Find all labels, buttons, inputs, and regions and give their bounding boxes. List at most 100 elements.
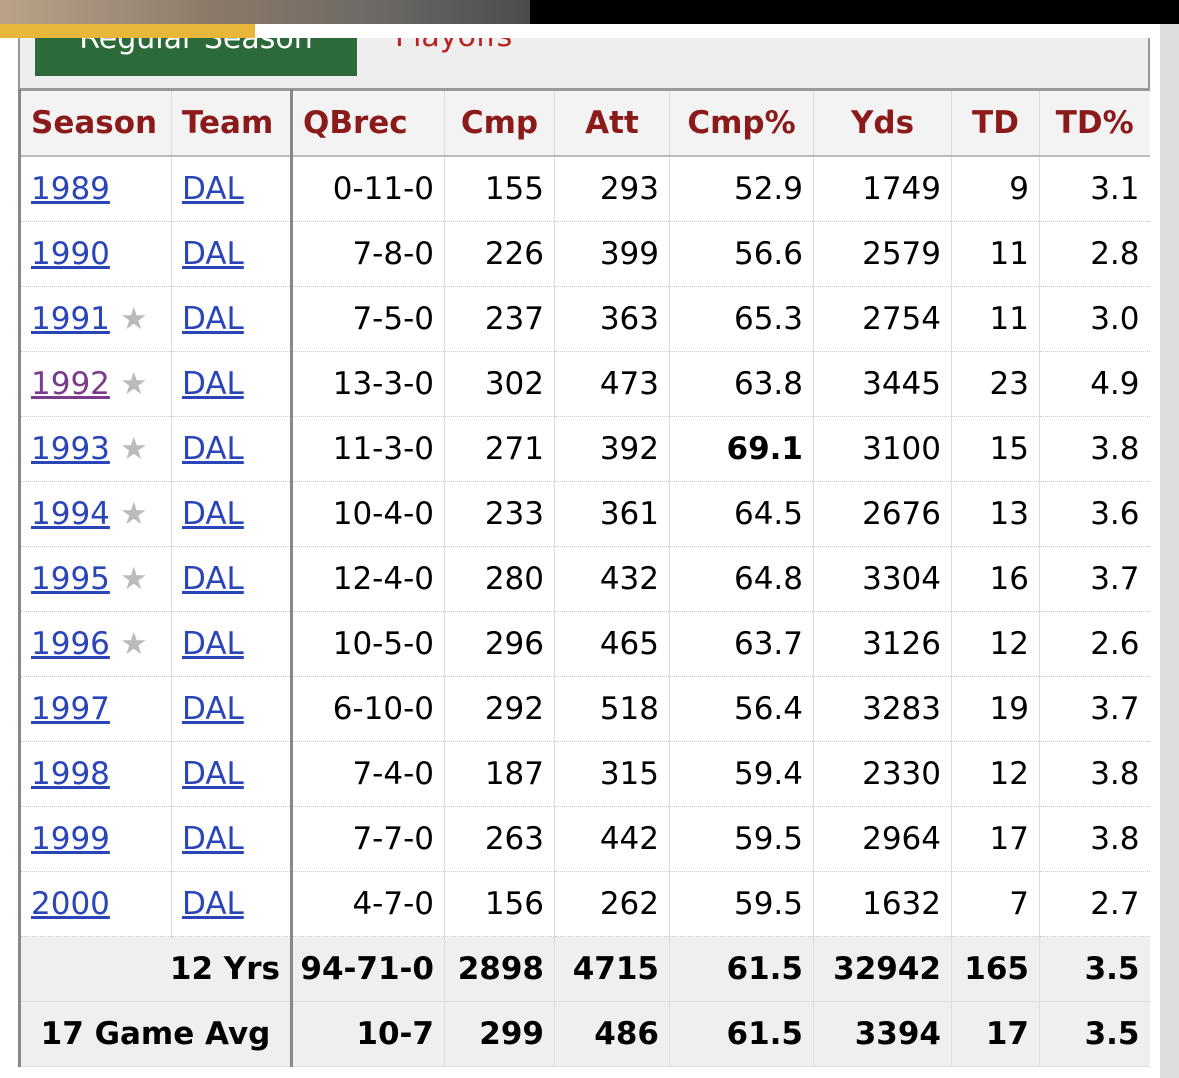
- cell-text: 7-7-0: [352, 821, 434, 857]
- team-link[interactable]: DAL: [182, 236, 244, 272]
- summary-cell: 299: [444, 1001, 555, 1067]
- table-cell: DAL: [171, 871, 293, 937]
- team-link[interactable]: DAL: [182, 626, 244, 662]
- column-header[interactable]: Season: [18, 89, 172, 157]
- table-row: 1999 DAL 7-7-0 263 442 59.5 2964 17 3.8: [18, 806, 1150, 872]
- team-link[interactable]: DAL: [182, 886, 244, 922]
- cell-text: 2330: [862, 756, 941, 792]
- season-link[interactable]: 1999: [31, 821, 110, 857]
- team-link[interactable]: DAL: [182, 366, 244, 402]
- team-link[interactable]: DAL: [182, 171, 244, 207]
- table-cell: 233: [444, 481, 555, 547]
- cell-text: 263: [484, 821, 544, 857]
- cell-text: 64.8: [733, 561, 803, 597]
- table-cell: 11-3-0: [291, 416, 445, 482]
- table-cell: DAL: [171, 286, 293, 352]
- table-cell: 6-10-0: [291, 676, 445, 742]
- team-link[interactable]: DAL: [182, 431, 244, 467]
- column-header[interactable]: Yds: [813, 89, 952, 157]
- cell-text: 7: [1009, 886, 1029, 922]
- table-cell: 12: [951, 741, 1040, 807]
- cell-text: 226: [484, 236, 544, 272]
- team-link[interactable]: DAL: [182, 821, 244, 857]
- column-header[interactable]: QBrec: [291, 89, 445, 157]
- table-cell: 64.8: [669, 546, 814, 612]
- summary-cell: 94-71-0: [291, 936, 445, 1002]
- table-cell: 1991 ★: [18, 286, 172, 352]
- table-cell: 23: [951, 351, 1040, 417]
- cell-text: 2.8: [1090, 236, 1140, 272]
- team-link[interactable]: DAL: [182, 496, 244, 532]
- table-cell: 293: [554, 156, 670, 222]
- table-cell: 302: [444, 351, 555, 417]
- team-link[interactable]: DAL: [182, 561, 244, 597]
- season-link[interactable]: 1993: [31, 431, 110, 467]
- season-link[interactable]: 1989: [31, 171, 110, 207]
- table-cell: 2964: [813, 806, 952, 872]
- tab-active[interactable]: Regular Season: [35, 38, 357, 76]
- season-link[interactable]: 1995: [31, 561, 110, 597]
- table-cell: DAL: [171, 481, 293, 547]
- season-link[interactable]: 1997: [31, 691, 110, 727]
- table-cell: 156: [444, 871, 555, 937]
- cell-text: 13: [989, 496, 1029, 532]
- table-cell: DAL: [171, 806, 293, 872]
- team-link[interactable]: DAL: [182, 691, 244, 727]
- cell-text: 12: [989, 626, 1029, 662]
- season-link[interactable]: 1994: [31, 496, 110, 532]
- table-cell: 155: [444, 156, 555, 222]
- cell-text: 302: [484, 366, 544, 402]
- table-cell: 2754: [813, 286, 952, 352]
- season-link[interactable]: 1996: [31, 626, 110, 662]
- cell-text: 3283: [862, 691, 941, 727]
- summary-row: 17 Game Avg 10-7 299 486 61.5 3394 17 3.5: [18, 1001, 1150, 1067]
- cell-text: 233: [484, 496, 544, 532]
- table-row: 1995 ★ DAL 12-4-0 280 432 64.8 3304 16 3.7: [18, 546, 1150, 612]
- cell-text: 3100: [862, 431, 941, 467]
- table-cell: 12: [951, 611, 1040, 677]
- cell-text: 3304: [862, 561, 941, 597]
- cell-text: 12-4-0: [332, 561, 434, 597]
- column-header[interactable]: Cmp%: [669, 89, 814, 157]
- season-link[interactable]: 1998: [31, 756, 110, 792]
- table-cell: 13: [951, 481, 1040, 547]
- team-link[interactable]: DAL: [182, 756, 244, 792]
- table-cell: 1994 ★: [18, 481, 172, 547]
- cell-text: 4.9: [1090, 366, 1140, 402]
- cell-text: 52.9: [733, 171, 803, 207]
- table-cell: 11: [951, 286, 1040, 352]
- cell-text: 156: [484, 886, 544, 922]
- summary-cell: 17 Game Avg: [18, 1001, 293, 1067]
- column-header[interactable]: TD%: [1039, 89, 1150, 157]
- cell-text: 3.8: [1090, 431, 1140, 467]
- table-cell: 1992 ★: [18, 351, 172, 417]
- table-body: 1989 DAL 0-11-0 155 293 52.9 1749 9 3.1 1990 DAL 7-…: [18, 156, 1150, 1067]
- column-header[interactable]: Att: [554, 89, 670, 157]
- column-header[interactable]: TD: [951, 89, 1040, 157]
- table-cell: DAL: [171, 546, 293, 612]
- season-link[interactable]: 1991: [31, 301, 110, 337]
- summary-cell: 61.5: [669, 1001, 814, 1067]
- pro-bowl-star: ★: [119, 301, 148, 337]
- cell-text: 432: [599, 561, 659, 597]
- table-cell: 7-4-0: [291, 741, 445, 807]
- column-header[interactable]: Team: [171, 89, 293, 157]
- table-row: 1990 DAL 7-8-0 226 399 56.6 2579 11 2.8: [18, 221, 1150, 287]
- pro-bowl-star: ★: [119, 366, 148, 402]
- cell-text: 3.8: [1090, 821, 1140, 857]
- table-cell: 11: [951, 221, 1040, 287]
- table-cell: 59.4: [669, 741, 814, 807]
- cell-text: 2754: [862, 301, 941, 337]
- cell-text: 1632: [862, 886, 941, 922]
- table-cell: 3.8: [1039, 806, 1150, 872]
- table-row: 2000 DAL 4-7-0 156 262 59.5 1632 7 2.7: [18, 871, 1150, 937]
- team-link[interactable]: DAL: [182, 301, 244, 337]
- season-link[interactable]: 1992: [31, 366, 110, 402]
- cell-text: 63.7: [733, 626, 803, 662]
- column-header[interactable]: Cmp: [444, 89, 555, 157]
- tab[interactable]: Playoffs: [395, 38, 512, 52]
- table-cell: 1995 ★: [18, 546, 172, 612]
- season-link[interactable]: 2000: [31, 886, 110, 922]
- season-link[interactable]: 1990: [31, 236, 110, 272]
- table-cell: DAL: [171, 221, 293, 287]
